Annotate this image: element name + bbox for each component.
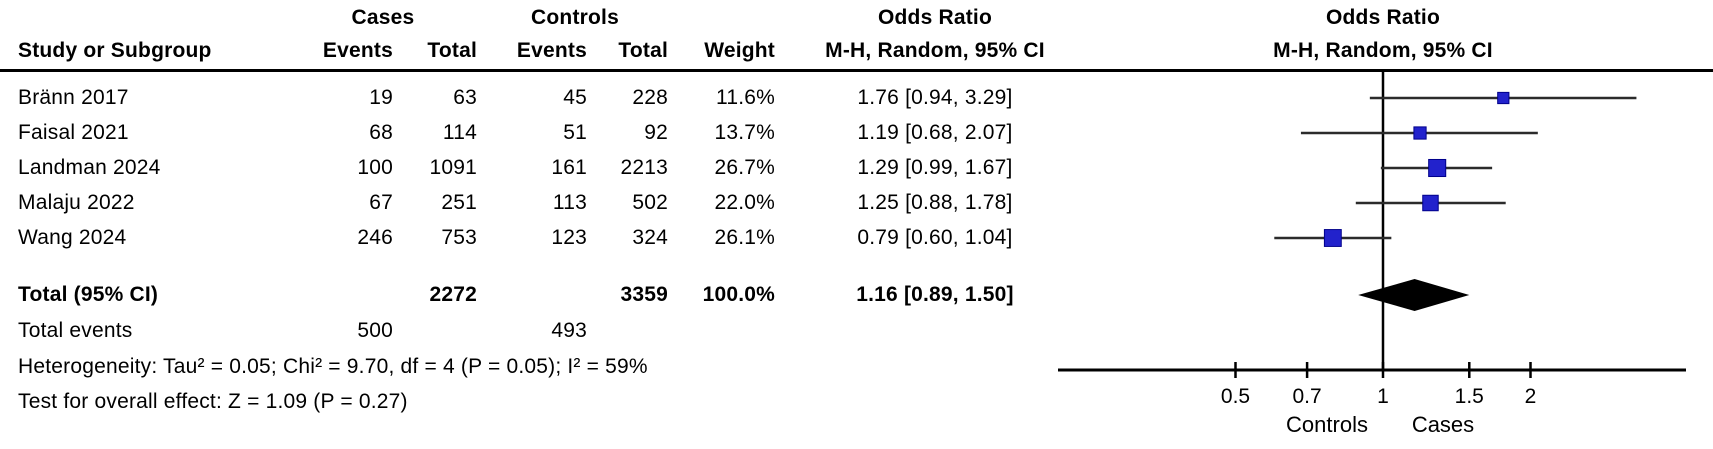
favours-cases-label: Cases xyxy=(1412,412,1474,437)
or-ci-text: 1.19 [0.68, 2.07] xyxy=(857,121,1013,144)
pooled-or-ci-text: 1.16 [0.89, 1.50] xyxy=(856,283,1014,306)
heterogeneity-stats: Heterogeneity: Tau² = 0.05; Chi² = 9.70,… xyxy=(18,355,648,378)
controls-total: 502 xyxy=(632,191,668,214)
controls-events-column-header: Events xyxy=(516,39,587,62)
total-cases-n: 2272 xyxy=(429,283,477,306)
cases-events: 100 xyxy=(357,156,393,179)
favours-controls-label: Controls xyxy=(1286,412,1368,437)
ci-plot-column-header: M-H, Random, 95% CI xyxy=(1273,39,1493,62)
weight-value: 13.7% xyxy=(714,121,775,144)
study-name: Faisal 2021 xyxy=(18,121,129,144)
controls-events: 113 xyxy=(552,191,587,214)
total-controls-n: 3359 xyxy=(620,283,668,306)
or-ci-text: 1.25 [0.88, 1.78] xyxy=(857,191,1013,214)
cases-total: 114 xyxy=(442,121,477,144)
controls-events: 45 xyxy=(563,86,587,109)
total-events-label: Total events xyxy=(18,319,133,342)
total-row: Total (95% CI) 2272 3359 100.0% 1.16 [0.… xyxy=(0,281,1713,309)
total-label: Total (95% CI) xyxy=(18,283,159,306)
x-axis-tick-label: 1.5 xyxy=(1455,385,1484,408)
study-row: Bränn 2017 19 63 45 228 11.6% 1.76 [0.94… xyxy=(0,84,1713,112)
x-axis-tick-label: 0.7 xyxy=(1292,385,1321,408)
study-name: Malaju 2022 xyxy=(18,191,135,214)
controls-events: 51 xyxy=(563,121,587,144)
or-ci-text: 1.29 [0.99, 1.67] xyxy=(857,156,1013,179)
total-events-cases: 500 xyxy=(357,319,393,342)
cases-events: 68 xyxy=(369,121,393,144)
cases-total: 753 xyxy=(441,226,477,249)
cases-events: 19 xyxy=(369,86,393,109)
study-name: Bränn 2017 xyxy=(18,86,129,109)
weight-value: 26.7% xyxy=(714,156,775,179)
x-axis-tick-label: 2 xyxy=(1525,385,1537,408)
cases-total: 1091 xyxy=(429,156,477,179)
weight-value: 22.0% xyxy=(714,191,775,214)
cases-events-column-header: Events xyxy=(322,39,393,62)
x-axis-tick-label: 0.5 xyxy=(1221,385,1250,408)
weight-column-header: Weight xyxy=(704,39,775,62)
controls-total-column-header: Total xyxy=(618,39,668,62)
effect-size-square xyxy=(1497,91,1510,105)
controls-events: 161 xyxy=(551,156,587,179)
controls-total: 228 xyxy=(632,86,668,109)
controls-events: 123 xyxy=(551,226,587,249)
study-column-header: Study or Subgroup xyxy=(18,39,212,62)
weight-value: 26.1% xyxy=(714,226,775,249)
header-divider-line xyxy=(0,69,1713,72)
odds-ratio-text-column-title: Odds Ratio xyxy=(877,6,992,29)
effect-size-square xyxy=(1413,126,1427,140)
cases-events: 67 xyxy=(369,191,393,214)
total-events-row: Total events 500 493 xyxy=(0,317,1713,345)
study-row: Malaju 2022 67 251 113 502 22.0% 1.25 [0… xyxy=(0,189,1713,217)
odds-ratio-plot-column-title: Odds Ratio xyxy=(1325,6,1440,29)
controls-group-header: Controls xyxy=(531,6,619,29)
weight-value: 11.6% xyxy=(716,86,775,109)
study-row: Faisal 2021 68 114 51 92 13.7% 1.19 [0.6… xyxy=(0,119,1713,147)
controls-total: 92 xyxy=(644,121,668,144)
cases-total-column-header: Total xyxy=(427,39,477,62)
study-row: Wang 2024 246 753 123 324 26.1% 0.79 [0.… xyxy=(0,224,1713,252)
study-row: Landman 2024 100 1091 161 2213 26.7% 1.2… xyxy=(0,154,1713,182)
cases-total: 63 xyxy=(453,86,477,109)
pooled-effect-diamond xyxy=(1358,279,1470,311)
or-ci-text: 1.76 [0.94, 3.29] xyxy=(857,86,1013,109)
effect-size-square xyxy=(1323,229,1342,247)
controls-total: 324 xyxy=(632,226,668,249)
study-name: Landman 2024 xyxy=(18,156,161,179)
column-header-row: Study or Subgroup Events Total Events To… xyxy=(0,37,1713,65)
effect-size-square xyxy=(1422,194,1439,212)
controls-total: 2213 xyxy=(620,156,668,179)
overall-effect-test: Test for overall effect: Z = 1.09 (P = 0… xyxy=(18,390,408,413)
cases-group-header: Cases xyxy=(351,6,415,29)
study-name: Wang 2024 xyxy=(18,226,127,249)
x-axis-tick-label: 1 xyxy=(1377,385,1389,408)
cases-total: 251 xyxy=(441,191,477,214)
cases-events: 246 xyxy=(357,226,393,249)
effect-size-square xyxy=(1428,158,1447,178)
total-events-controls: 493 xyxy=(551,319,587,342)
ci-text-column-header: M-H, Random, 95% CI xyxy=(825,39,1045,62)
or-ci-text: 0.79 [0.60, 1.04] xyxy=(857,226,1013,249)
total-weight: 100.0% xyxy=(702,283,775,306)
